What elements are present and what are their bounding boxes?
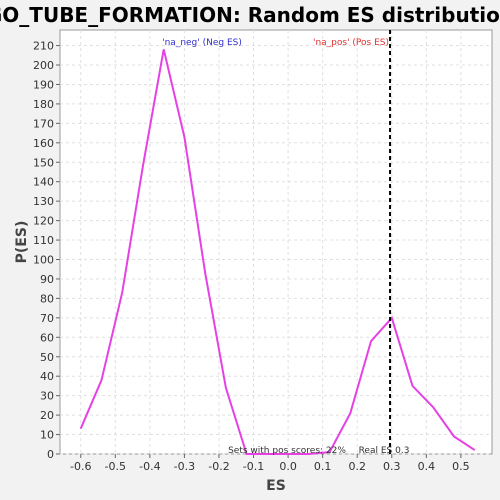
y-tick-label: 20 <box>40 409 54 422</box>
y-tick-label: 110 <box>33 234 54 247</box>
y-tick-label: 150 <box>33 156 54 169</box>
y-tick-label: 30 <box>40 390 54 403</box>
y-tick-label: 120 <box>33 215 54 228</box>
pos-scores-note: Sets with pos scores: 22% <box>228 446 346 456</box>
legend-pos: 'na_pos' (Pos ES) <box>313 38 389 48</box>
y-tick-label: 210 <box>33 40 54 53</box>
y-tick-label: 90 <box>40 273 54 286</box>
x-tick-label: -0.5 <box>105 460 126 473</box>
legend-neg: 'na_neg' (Neg ES) <box>162 38 242 48</box>
y-tick-label: 190 <box>33 78 54 91</box>
x-tick-label: -0.3 <box>174 460 195 473</box>
x-axis: -0.6 -0.5 -0.4 -0.3 -0.2 -0.1 0.0 0.1 0.2 0.3 0.4 0… <box>70 454 470 473</box>
y-tick-label: 80 <box>40 292 54 305</box>
grid <box>60 30 492 455</box>
x-tick-label: 0.5 <box>452 460 470 473</box>
x-tick-label: 0.3 <box>383 460 401 473</box>
x-tick-label: -0.2 <box>208 460 229 473</box>
series-line <box>79 49 476 455</box>
y-tick-label: 140 <box>33 176 54 189</box>
x-tick-label: -0.4 <box>139 460 160 473</box>
real-es-label: Real ES 0.3 <box>359 446 410 456</box>
y-tick-label: 0 <box>47 448 54 461</box>
y-axis: 0 10 20 30 40 50 60 70 80 90 100 110 120 130 140 150 160… <box>33 40 60 461</box>
y-tick-label: 160 <box>33 137 54 150</box>
x-axis-label: ES <box>266 478 286 494</box>
y-tick-label: 50 <box>40 351 54 364</box>
y-tick-label: 180 <box>33 98 54 111</box>
y-tick-label: 130 <box>33 195 54 208</box>
y-tick-label: 100 <box>33 254 54 267</box>
y-axis-label: P(ES) <box>14 221 30 264</box>
x-tick-label: 0.0 <box>279 460 297 473</box>
y-tick-label: 60 <box>40 331 54 344</box>
y-tick-label: 170 <box>33 117 54 130</box>
chart-title: GO_TUBE_FORMATION: Random ES distributio… <box>0 3 500 27</box>
y-tick-label: 200 <box>33 59 54 72</box>
x-tick-label: 0.2 <box>348 460 366 473</box>
x-tick-label: 0.4 <box>418 460 436 473</box>
y-tick-label: 40 <box>40 370 54 383</box>
x-tick-label: -0.1 <box>243 460 264 473</box>
y-tick-label: 70 <box>40 312 54 325</box>
x-tick-label: -0.6 <box>70 460 91 473</box>
y-tick-label: 10 <box>40 429 54 442</box>
x-tick-label: 0.1 <box>314 460 332 473</box>
plot-area <box>59 29 493 455</box>
